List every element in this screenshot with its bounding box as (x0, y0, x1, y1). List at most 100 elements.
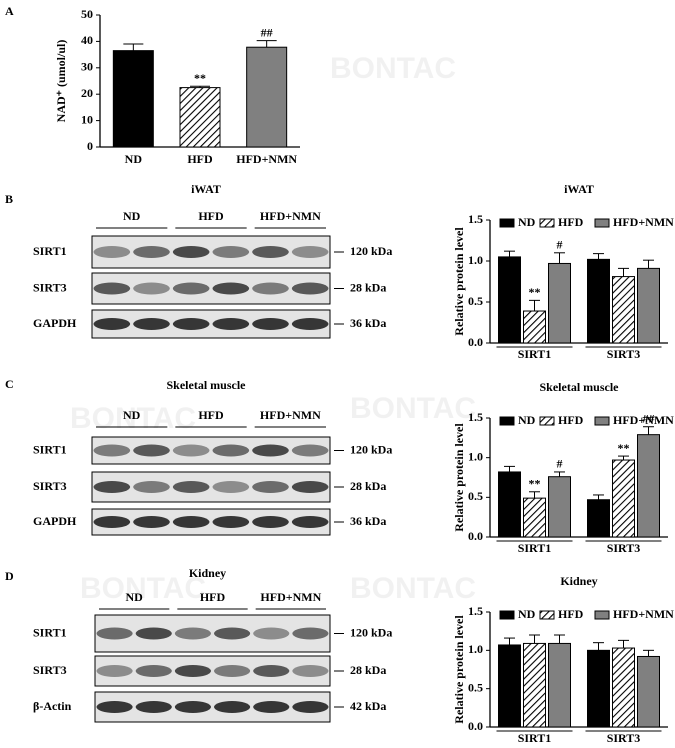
y-axis-label: NAD⁺ (umol/ul) (54, 40, 68, 123)
blot-band (172, 246, 210, 258)
significance: ** (618, 441, 630, 455)
size-label: 28 kDa (350, 479, 386, 493)
significance: # (557, 457, 563, 471)
blot-band (133, 318, 170, 330)
legend-swatch (594, 610, 610, 620)
group-label: HFD+NMN (260, 408, 321, 422)
panel-label: A (5, 4, 14, 18)
x-tick-label: SIRT1 (518, 541, 552, 555)
watermark: BONTAC (330, 52, 456, 85)
significance: # (557, 238, 563, 252)
legend-swatch (499, 416, 515, 426)
blot-band (252, 481, 289, 493)
bar (587, 258, 610, 344)
bar (523, 497, 546, 538)
group-label: HFD (198, 408, 224, 422)
blot-band (172, 481, 210, 493)
y-tick-label: 30 (81, 60, 93, 74)
blot-band (172, 444, 210, 457)
blot-band (93, 246, 131, 258)
row-label: SIRT3 (33, 479, 67, 493)
group-label: HFD (200, 590, 226, 604)
y-tick-label: 0.5 (468, 489, 483, 503)
blot-band (292, 701, 329, 713)
bar (587, 499, 610, 538)
bar (112, 50, 154, 148)
bar (548, 476, 571, 538)
size-label: 120 kDa (350, 625, 392, 639)
significance: ** (194, 71, 206, 85)
legend-swatch (499, 610, 515, 620)
y-tick-label: 0.0 (468, 719, 483, 733)
chart-title: iWAT (564, 182, 594, 196)
blot-band (252, 282, 289, 295)
blot-band (253, 665, 290, 677)
x-tick-label: HFD+NMN (236, 152, 297, 166)
x-tick-label: SIRT1 (518, 731, 552, 745)
bar (637, 655, 660, 728)
bar (612, 459, 635, 538)
blot-band (133, 282, 170, 295)
legend-label: HFD+NMN (613, 215, 674, 229)
blot-band (212, 516, 250, 528)
legend-label: HFD (558, 215, 584, 229)
blot-band (291, 246, 329, 258)
y-axis-label: Relative protein level (452, 227, 466, 336)
y-tick-label: 1.0 (468, 642, 483, 656)
blot-band (96, 665, 133, 677)
blot-title: Kidney (189, 566, 226, 580)
blot-band (135, 701, 172, 713)
row-label: SIRT3 (33, 280, 67, 294)
blot-band (292, 627, 329, 640)
blot-band (93, 444, 131, 457)
watermark: BONTAC (350, 392, 476, 425)
x-tick-label: SIRT3 (607, 347, 641, 361)
row-label: SIRT1 (33, 625, 67, 639)
x-tick-label: SIRT1 (518, 347, 552, 361)
legend-label: HFD+NMN (613, 607, 674, 621)
bar (587, 649, 610, 728)
blot-band (212, 246, 250, 258)
blot-band (96, 701, 133, 713)
size-label: 120 kDa (350, 244, 392, 258)
legend-label: HFD (558, 607, 584, 621)
legend-label: ND (518, 607, 536, 621)
legend-label: ND (518, 413, 536, 427)
blot-band (133, 481, 170, 493)
group-label: ND (123, 209, 141, 223)
y-tick-label: 0.0 (468, 529, 483, 543)
blot-strip (91, 309, 331, 339)
legend-swatch (499, 218, 515, 228)
blot-band (93, 516, 131, 528)
group-label: HFD+NMN (260, 590, 321, 604)
blot-band (172, 516, 210, 528)
blot-band (252, 444, 289, 457)
blot-band (93, 481, 131, 493)
x-tick-label: ND (125, 152, 143, 166)
size-label: 36 kDa (350, 514, 386, 528)
blot-band (292, 665, 329, 677)
blot-band (291, 516, 329, 528)
legend-label: HFD (558, 413, 584, 427)
blot-strip (91, 436, 331, 465)
legend-label: HFD+NMN (613, 413, 674, 427)
blot-strip (91, 508, 331, 536)
blot-band (212, 282, 250, 295)
blot-band (212, 318, 250, 330)
blot-band (291, 318, 329, 330)
x-tick-label: SIRT3 (607, 731, 641, 745)
row-label: GAPDH (33, 514, 77, 528)
y-tick-label: 20 (81, 86, 93, 100)
blot-band (133, 246, 170, 258)
row-label: β-Actin (33, 699, 72, 713)
legend-swatch (594, 218, 610, 228)
y-tick-label: 0.0 (468, 335, 483, 349)
bar (548, 642, 571, 728)
y-tick-label: 10 (81, 112, 93, 126)
bar (498, 644, 521, 728)
blot-band (133, 516, 170, 528)
blot-band (252, 516, 289, 528)
blot-band (174, 627, 211, 640)
size-label: 28 kDa (350, 663, 386, 677)
